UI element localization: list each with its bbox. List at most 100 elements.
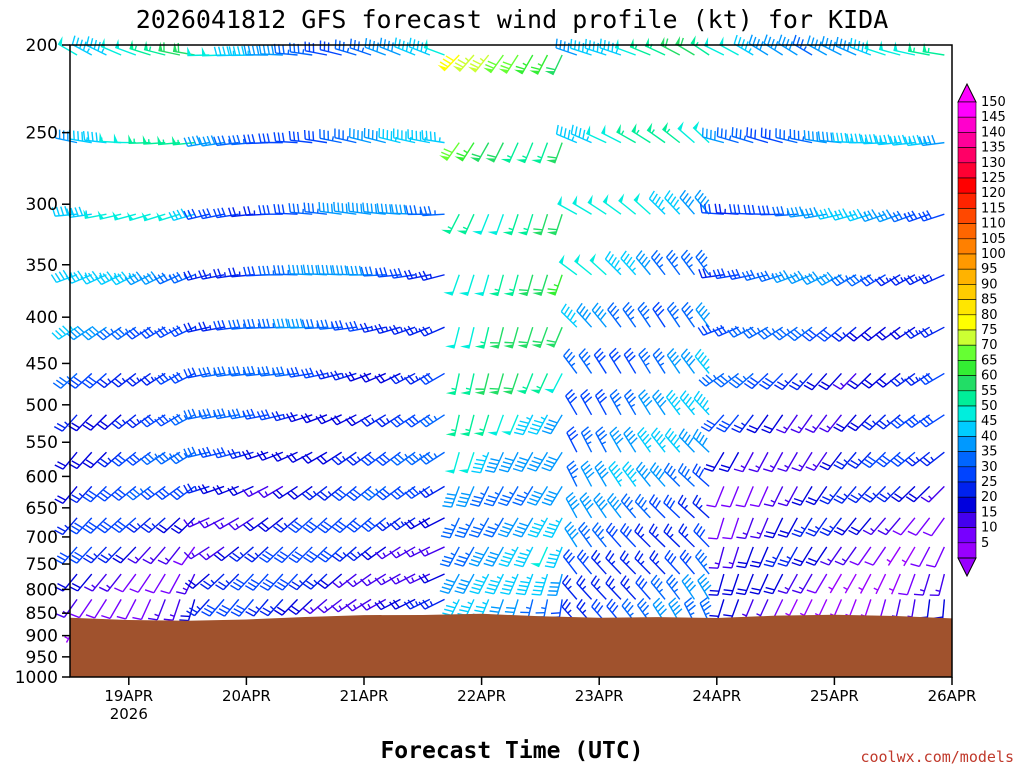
wind-barb (498, 451, 519, 473)
wind-barb (257, 366, 283, 377)
wind-barb (176, 573, 196, 595)
x-tick-sublabel: 2026 (110, 705, 148, 723)
wind-barb (334, 128, 357, 144)
colorbar-label: 55 (981, 384, 998, 399)
wind-barb (901, 546, 916, 567)
wind-barb (700, 414, 725, 432)
wind-barb (564, 521, 579, 548)
wind-barb (527, 517, 549, 538)
wind-barb (889, 274, 916, 286)
wind-barb (634, 493, 651, 519)
wind-barb (485, 451, 504, 473)
y-tick-label: 800 (26, 580, 58, 600)
wind-barb (623, 347, 637, 374)
wind-barb (473, 414, 490, 437)
wind-barb (898, 573, 916, 596)
wind-barb (531, 142, 549, 164)
wind-barb (418, 326, 445, 337)
wind-barb (503, 274, 519, 297)
wind-barb (849, 546, 872, 566)
wind-barb (288, 130, 313, 144)
wind-barb (591, 522, 607, 548)
wind-barb (458, 452, 475, 474)
wind-barb (527, 451, 549, 472)
colorbar-label: 95 (981, 262, 998, 277)
wind-barb (892, 517, 916, 536)
wind-barb (154, 372, 181, 385)
colorbar-swatch (957, 436, 977, 452)
wind-barb (517, 214, 534, 236)
wind-barb (331, 485, 357, 502)
wind-barb (197, 446, 225, 459)
wind-barb (749, 486, 769, 508)
wind-barb (763, 451, 784, 473)
wind-barb (578, 348, 593, 374)
y-tick-label: 900 (26, 627, 58, 647)
wind-barb (132, 599, 152, 621)
wind-barb (512, 517, 534, 538)
colorbar-label: 5 (981, 536, 989, 551)
wind-barb (228, 46, 254, 57)
wind-barb (288, 573, 313, 591)
y-tick-label: 500 (26, 396, 58, 416)
wind-barb (532, 274, 549, 296)
wind-barb (331, 451, 357, 466)
wind-barb (925, 546, 945, 568)
wind-barb (693, 390, 710, 416)
wind-barb (244, 573, 269, 591)
colorbar-swatch (957, 527, 977, 544)
colorbar-swatch (957, 132, 977, 148)
colorbar-label: 70 (981, 338, 998, 353)
wind-barb (111, 517, 137, 534)
wind-barb (51, 206, 78, 217)
wind-barb (437, 54, 460, 72)
wind-barb (374, 598, 401, 611)
wind-barb (288, 203, 313, 215)
wind-barb (875, 451, 901, 468)
wind-barb (861, 485, 887, 503)
wind-barb (513, 546, 534, 568)
wind-barb (662, 121, 681, 144)
wind-barb (483, 546, 504, 567)
wind-barb (860, 326, 886, 342)
wind-barb (258, 133, 283, 144)
wind-barb (286, 412, 313, 423)
wind-barb (593, 347, 607, 374)
wind-barb (772, 326, 798, 341)
colorbar-label: 115 (981, 201, 1006, 216)
wind-barb (663, 523, 681, 548)
wind-barb (858, 573, 872, 594)
wind-barb (332, 517, 357, 534)
wind-barb (83, 573, 107, 592)
wind-barb (244, 546, 269, 563)
wind-barb (483, 54, 504, 74)
wind-barb (561, 574, 578, 600)
wind-barb (605, 575, 622, 600)
colorbar: 1501451401351301251201151101051009590858… (957, 82, 1006, 578)
wind-barb (418, 372, 445, 386)
plot-area (50, 34, 953, 678)
colorbar-label: 145 (981, 110, 1006, 125)
wind-barb (545, 326, 563, 348)
wind-barb (775, 128, 798, 144)
wind-barb (736, 546, 754, 569)
wind-barb (731, 414, 754, 433)
wind-barb (374, 323, 401, 335)
wind-barb (376, 203, 401, 215)
plot-background (70, 45, 952, 677)
wind-barb (694, 348, 710, 374)
x-tick-label: 19APR (104, 687, 153, 705)
wind-barb (903, 274, 930, 286)
wind-barb (668, 597, 683, 624)
wind-barb (580, 426, 593, 453)
colorbar-swatch (957, 299, 977, 316)
colorbar-swatch (957, 466, 977, 483)
colorbar-label: 130 (981, 156, 1006, 171)
colorbar-label: 45 (981, 414, 998, 429)
wind-barb (198, 135, 225, 147)
wind-barb (735, 486, 754, 508)
wind-barb (127, 546, 152, 564)
wind-barb (721, 486, 740, 508)
wind-barb (530, 546, 549, 568)
